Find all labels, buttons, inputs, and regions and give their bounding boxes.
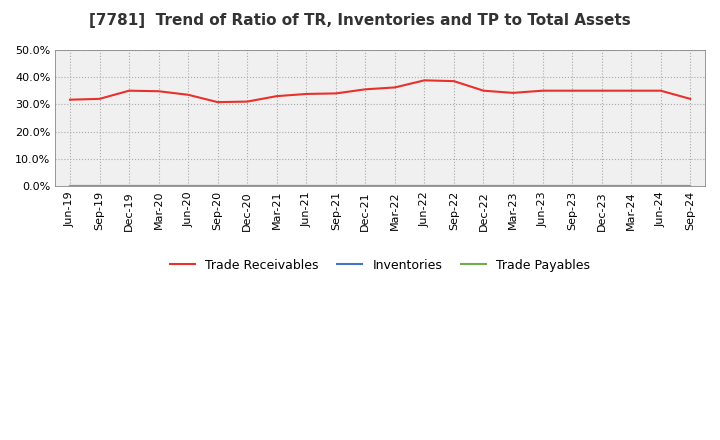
Trade Receivables xyxy=(125,88,133,93)
Trade Payables xyxy=(627,183,636,189)
Inventories xyxy=(302,183,310,189)
Inventories xyxy=(539,183,547,189)
Trade Receivables xyxy=(627,88,636,93)
Trade Receivables xyxy=(420,78,428,83)
Trade Receivables xyxy=(539,88,547,93)
Trade Payables xyxy=(331,183,340,189)
Inventories xyxy=(449,183,458,189)
Legend: Trade Receivables, Inventories, Trade Payables: Trade Receivables, Inventories, Trade Pa… xyxy=(165,254,595,277)
Trade Payables xyxy=(125,183,133,189)
Inventories xyxy=(568,183,577,189)
Trade Receivables xyxy=(390,85,399,90)
Inventories xyxy=(243,183,251,189)
Trade Payables xyxy=(598,183,606,189)
Trade Receivables xyxy=(302,92,310,97)
Trade Payables xyxy=(568,183,577,189)
Inventories xyxy=(154,183,163,189)
Line: Trade Receivables: Trade Receivables xyxy=(70,81,690,102)
Text: [7781]  Trend of Ratio of TR, Inventories and TP to Total Assets: [7781] Trend of Ratio of TR, Inventories… xyxy=(89,13,631,28)
Trade Payables xyxy=(272,183,281,189)
Trade Payables xyxy=(243,183,251,189)
Trade Receivables xyxy=(243,99,251,104)
Inventories xyxy=(657,183,665,189)
Trade Payables xyxy=(449,183,458,189)
Trade Payables xyxy=(686,183,695,189)
Inventories xyxy=(509,183,518,189)
Trade Payables xyxy=(213,183,222,189)
Trade Payables xyxy=(390,183,399,189)
Inventories xyxy=(125,183,133,189)
Trade Receivables xyxy=(598,88,606,93)
Trade Receivables xyxy=(449,78,458,84)
Trade Receivables xyxy=(272,93,281,99)
Trade Payables xyxy=(184,183,192,189)
Trade Receivables xyxy=(154,88,163,94)
Trade Receivables xyxy=(568,88,577,93)
Inventories xyxy=(66,183,74,189)
Inventories xyxy=(361,183,369,189)
Trade Receivables xyxy=(480,88,488,93)
Inventories xyxy=(95,183,104,189)
Trade Receivables xyxy=(331,91,340,96)
Inventories xyxy=(331,183,340,189)
Trade Payables xyxy=(302,183,310,189)
Inventories xyxy=(213,183,222,189)
Trade Receivables xyxy=(66,97,74,103)
Inventories xyxy=(184,183,192,189)
Trade Payables xyxy=(154,183,163,189)
Inventories xyxy=(598,183,606,189)
Inventories xyxy=(627,183,636,189)
Inventories xyxy=(390,183,399,189)
Trade Payables xyxy=(95,183,104,189)
Trade Payables xyxy=(420,183,428,189)
Trade Receivables xyxy=(686,96,695,102)
Inventories xyxy=(420,183,428,189)
Trade Payables xyxy=(657,183,665,189)
Trade Payables xyxy=(539,183,547,189)
Trade Payables xyxy=(361,183,369,189)
Trade Payables xyxy=(480,183,488,189)
Trade Receivables xyxy=(95,96,104,102)
Trade Payables xyxy=(509,183,518,189)
Inventories xyxy=(480,183,488,189)
Trade Receivables xyxy=(184,92,192,97)
Trade Receivables xyxy=(657,88,665,93)
Inventories xyxy=(272,183,281,189)
Trade Receivables xyxy=(213,99,222,105)
Trade Payables xyxy=(66,183,74,189)
Trade Receivables xyxy=(509,90,518,95)
Inventories xyxy=(686,183,695,189)
Trade Receivables xyxy=(361,87,369,92)
